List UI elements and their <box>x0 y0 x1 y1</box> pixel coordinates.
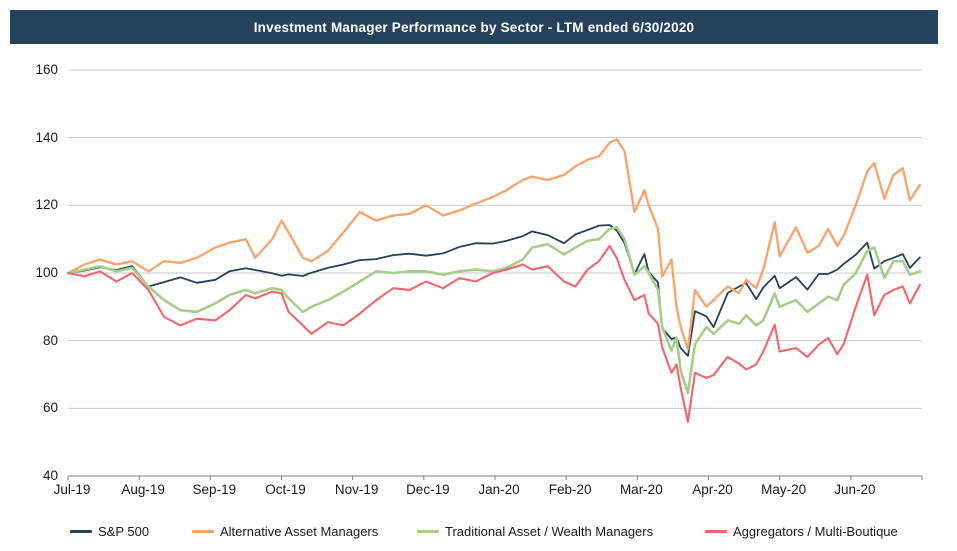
legend-swatch <box>705 529 727 533</box>
legend-item: Alternative Asset Managers <box>192 521 378 541</box>
legend-swatch <box>417 529 439 533</box>
x-tick-label: Sep-19 <box>192 482 237 497</box>
series-line-alternative-asset-managers <box>66 138 922 351</box>
chart-legend: S&P 500 Alternative Asset Managers Traditi… <box>0 521 957 543</box>
x-tick-label: Jan-20 <box>478 482 520 497</box>
y-tick-label: 120 <box>35 197 58 213</box>
legend-item: Aggregators / Multi-Boutique <box>705 521 898 541</box>
x-tick-label: Apr-20 <box>692 482 733 497</box>
legend-item: Traditional Asset / Wealth Managers <box>417 521 653 541</box>
x-tick-label: Dec-19 <box>406 482 450 497</box>
y-tick-label: 140 <box>35 129 58 145</box>
y-tick-label: 60 <box>42 400 58 416</box>
series-line-s-p-500 <box>67 224 921 357</box>
series-line-aggregators-multi-boutique <box>66 244 921 423</box>
legend-swatch <box>192 529 214 533</box>
legend-label: Alternative Asset Managers <box>220 523 379 539</box>
y-tick-label: 100 <box>35 265 58 280</box>
legend-swatch <box>70 529 92 533</box>
y-tick-label: 40 <box>42 468 58 483</box>
chart-title: Investment Manager Performance by Sector… <box>253 19 695 35</box>
x-tick-label: Feb-20 <box>548 482 592 497</box>
x-tick-label: May-20 <box>761 482 807 497</box>
series-line-traditional-asset-wealth-managers <box>66 226 922 395</box>
legend-label: S&P 500 <box>98 523 150 539</box>
x-tick-label: Oct-19 <box>265 482 306 497</box>
legend-label: Aggregators / Multi-Boutique <box>733 523 898 539</box>
x-tick-label: Jul-19 <box>53 482 91 497</box>
x-tick-label: Aug-19 <box>121 482 165 497</box>
y-tick-label: 80 <box>42 332 58 348</box>
chart-title-bar: Investment Manager Performance by Sector… <box>10 10 938 44</box>
x-tick-label: Mar-20 <box>619 482 663 497</box>
legend-item: S&P 500 <box>70 521 149 541</box>
x-tick-label: Nov-19 <box>334 482 379 497</box>
legend-label: Traditional Asset / Wealth Managers <box>445 523 654 539</box>
x-tick-label: Jun-20 <box>834 482 876 497</box>
y-tick-label: 160 <box>35 62 58 77</box>
